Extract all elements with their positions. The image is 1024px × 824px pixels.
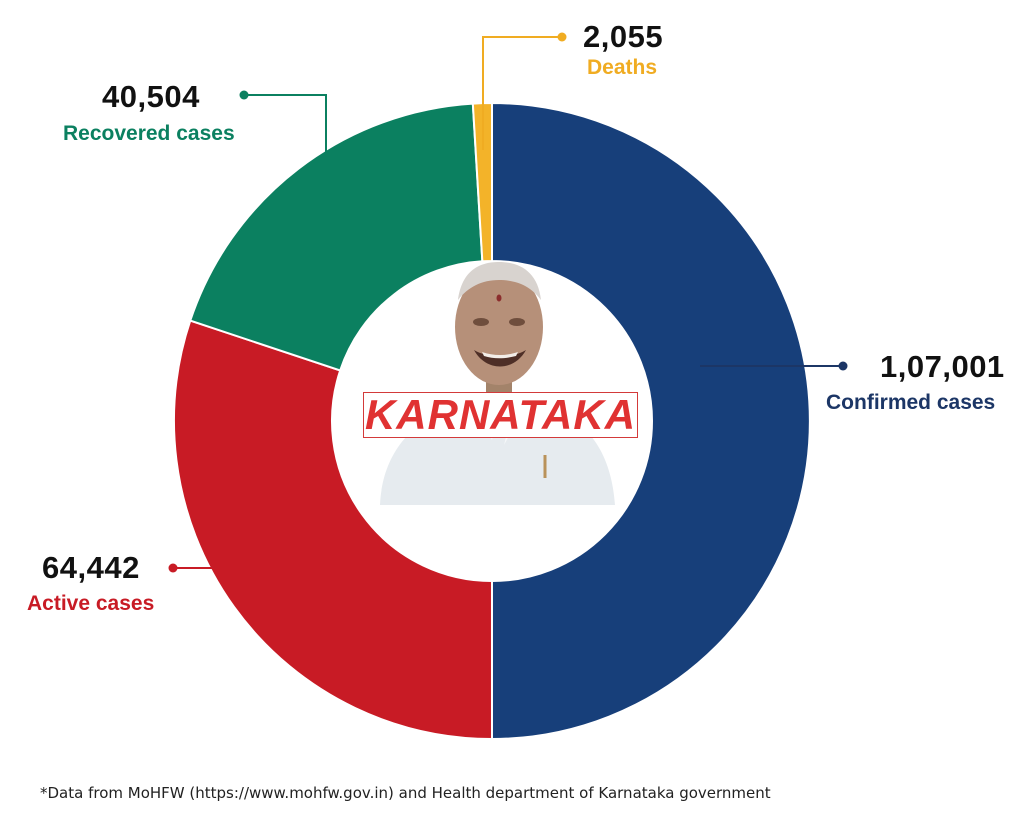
confirmed-label: Confirmed cases bbox=[826, 391, 996, 414]
person-photo bbox=[380, 262, 615, 505]
active-value: 64,442 bbox=[42, 550, 140, 585]
deaths-label: Deaths bbox=[587, 56, 658, 79]
leader-line-deaths bbox=[482, 36, 562, 150]
leader-dot-deaths bbox=[557, 32, 567, 42]
center-label: KARNATAKA bbox=[364, 391, 637, 438]
leader-dot-active bbox=[168, 563, 178, 573]
deaths-value: 2,055 bbox=[583, 19, 664, 54]
slice-confirmed bbox=[491, 101, 811, 741]
confirmed-value: 1,07,001 bbox=[880, 349, 1005, 384]
leader-line-recovered bbox=[244, 94, 327, 210]
footnote: *Data from MoHFW (https://www.mohfw.gov.… bbox=[40, 784, 771, 802]
recovered-label: Recovered cases bbox=[63, 122, 235, 145]
recovered-value: 40,504 bbox=[102, 79, 200, 114]
slice-deaths bbox=[471, 101, 493, 263]
slice-recovered bbox=[189, 102, 484, 372]
leader-dot-confirmed bbox=[838, 361, 848, 371]
leader-dot-recovered bbox=[239, 90, 249, 100]
active-label: Active cases bbox=[27, 592, 155, 615]
slice-active bbox=[173, 319, 493, 741]
center-label-box: KARNATAKA bbox=[363, 392, 638, 438]
